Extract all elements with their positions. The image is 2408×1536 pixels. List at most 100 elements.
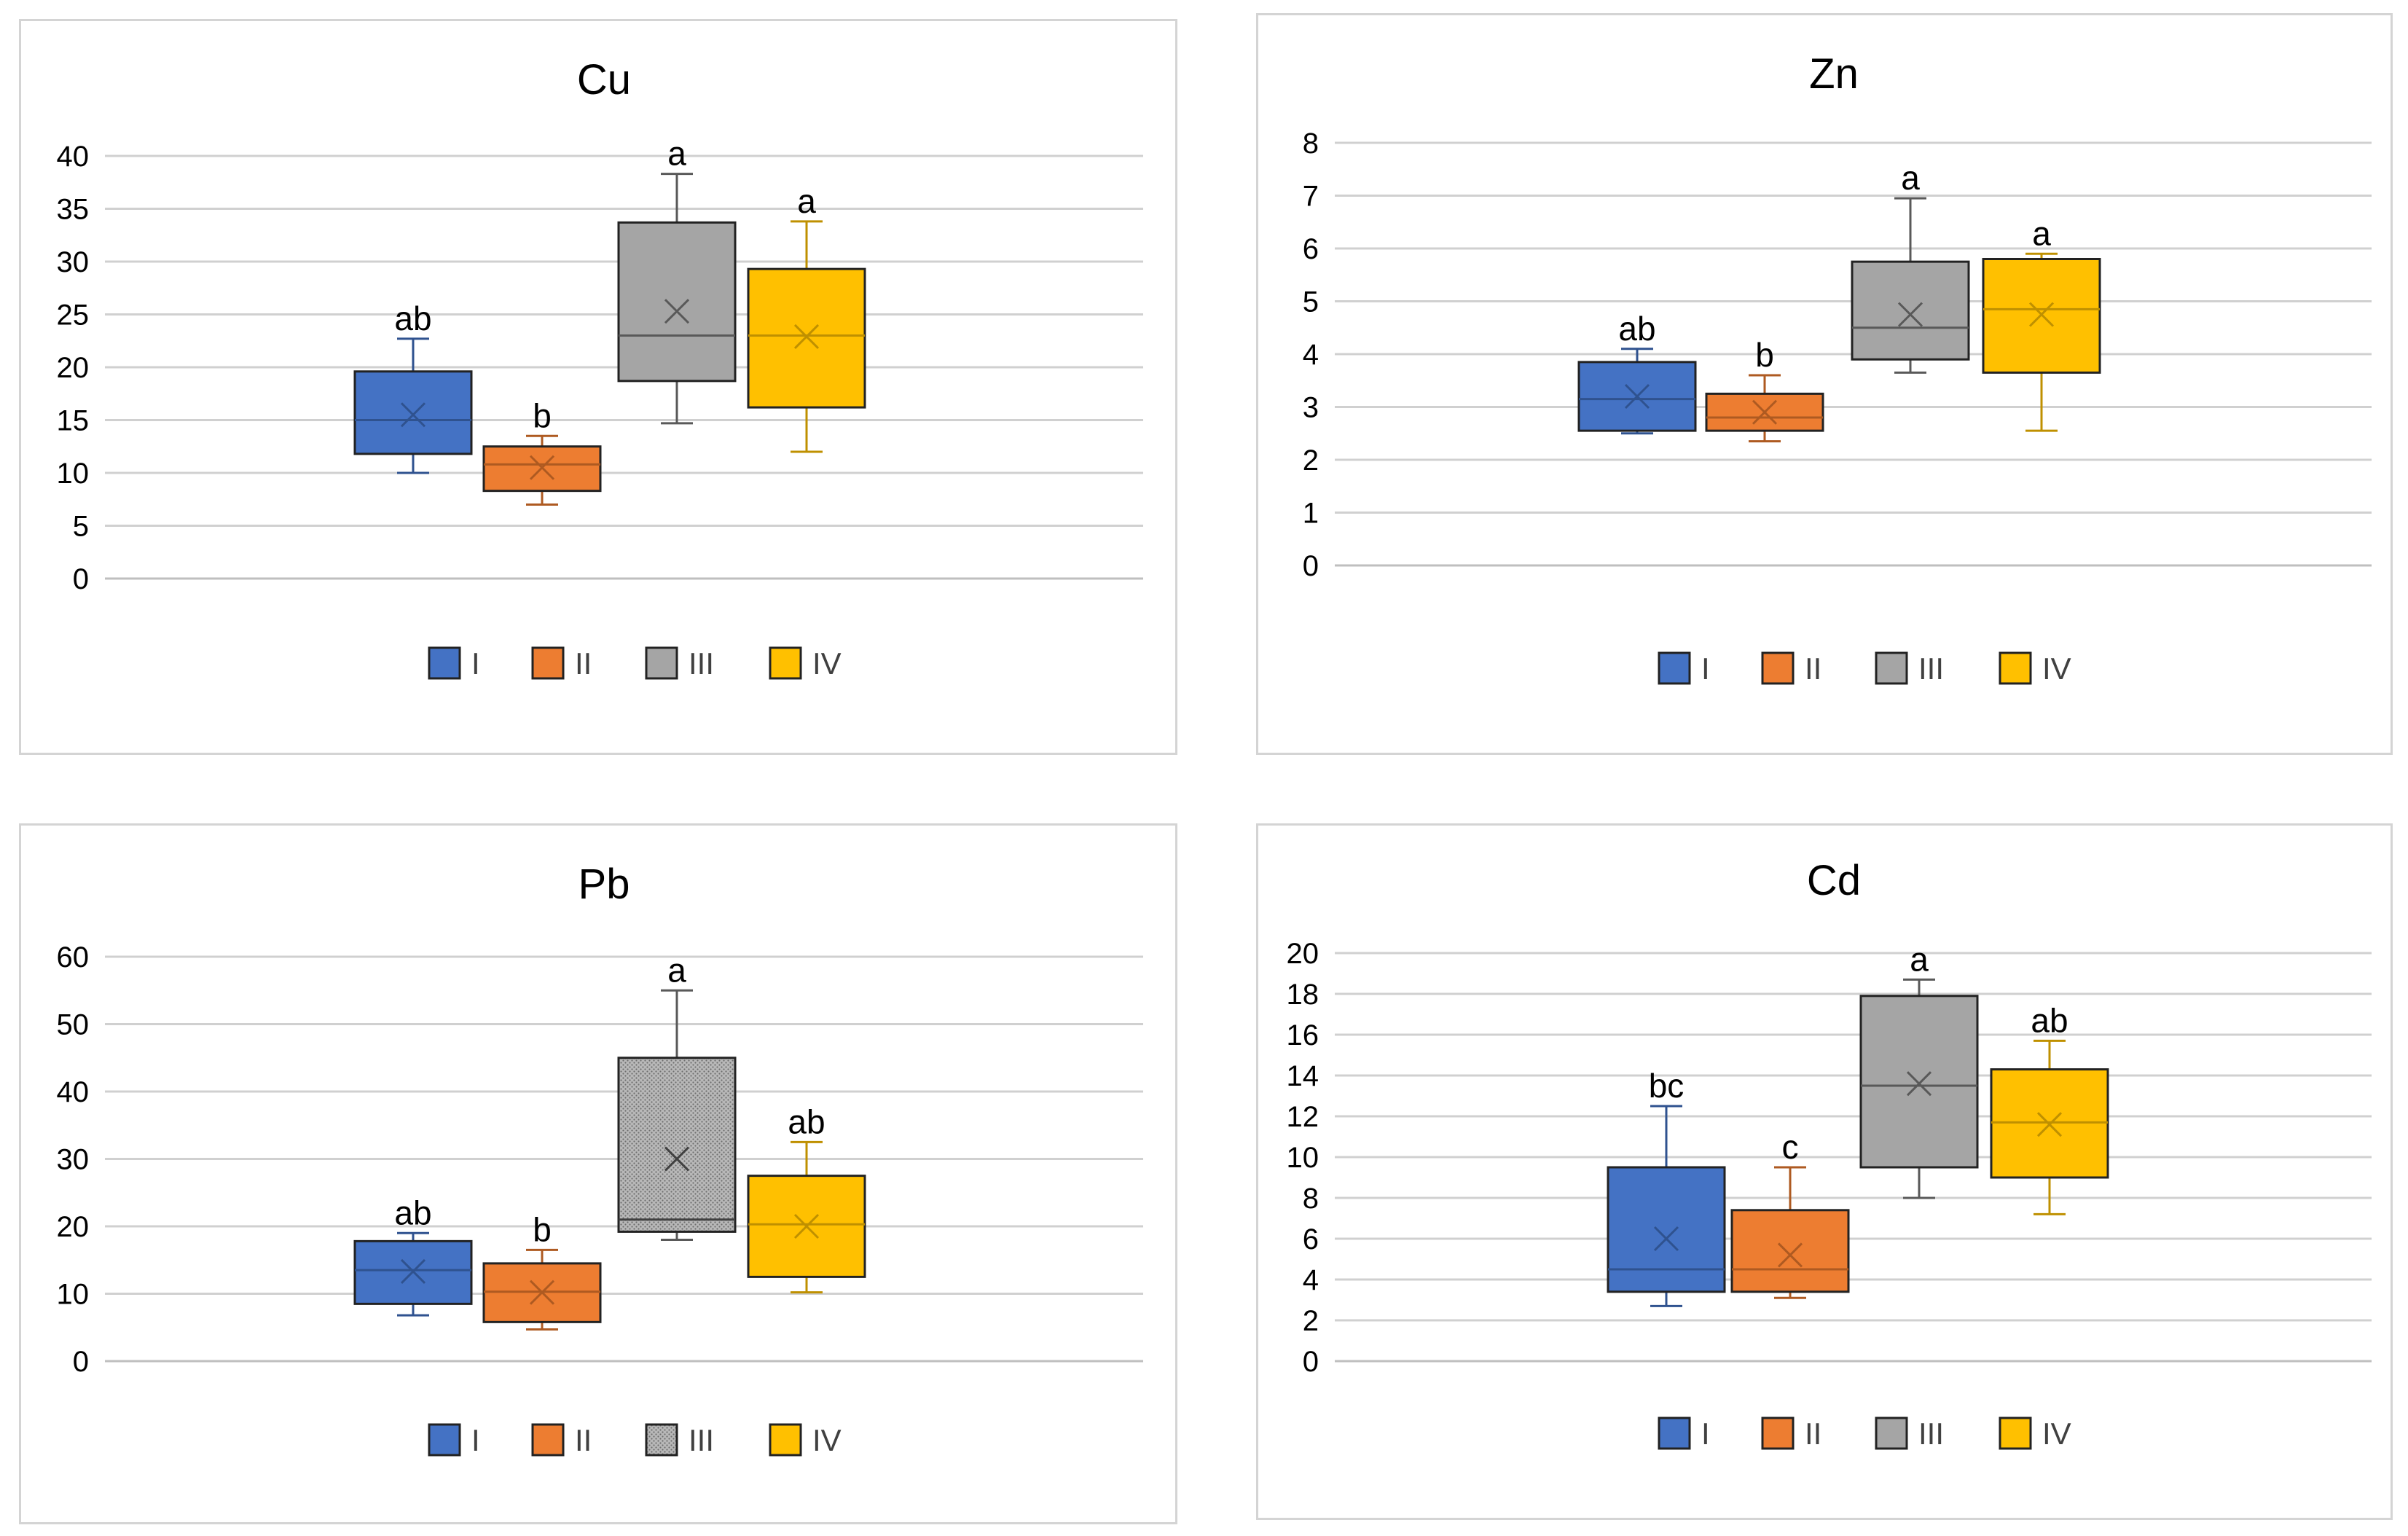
box-II: b (482, 1210, 602, 1331)
y-tick-label: 10 (57, 1279, 90, 1311)
significance-label: a (797, 182, 816, 220)
box-iqr (617, 221, 737, 383)
y-tick-label: 60 (57, 941, 90, 973)
box-IV: ab (1990, 1001, 2109, 1215)
chart-panel-cd: Cd 0 2 4 6 8 10 12 14 16 18 20 bc c a ab I II III IV (1256, 823, 2393, 1520)
legend-swatch (1999, 1417, 2032, 1450)
y-tick-label: 40 (57, 1076, 90, 1108)
box-I: bc (1607, 1067, 1726, 1307)
box-II: b (1705, 336, 1824, 443)
y-tick-label: 5 (73, 511, 89, 543)
y-tick-label: 4 (1303, 1264, 1319, 1296)
y-tick-label: 16 (1287, 1019, 1319, 1051)
legend-item-III: III (1875, 651, 1944, 686)
legend-item-III: III (1875, 1417, 1944, 1451)
legend-item-IV: IV (769, 1423, 842, 1457)
legend-label: I (471, 1423, 480, 1457)
legend-swatch (1875, 1417, 1908, 1450)
box-iqr (1851, 260, 1970, 361)
legend-label: IV (2042, 1417, 2071, 1451)
y-tick-label: 50 (57, 1009, 90, 1041)
box-IV: a (747, 182, 866, 453)
y-tick-label: 18 (1287, 979, 1319, 1011)
legend-label: II (1805, 1417, 1821, 1451)
box-IV: ab (747, 1102, 866, 1294)
legend-swatch (645, 1423, 678, 1457)
legend-label: II (575, 1423, 592, 1457)
legend-swatch (1761, 651, 1795, 685)
box-I: ab (1577, 310, 1697, 435)
legend-swatch (645, 646, 678, 680)
y-tick-label: 20 (1287, 938, 1319, 970)
y-tick-label: 0 (73, 1346, 89, 1378)
y-tick-label: 3 (1303, 392, 1319, 424)
legend-swatch (769, 1423, 802, 1457)
legend-swatch (428, 646, 461, 680)
y-tick-label: 15 (57, 405, 90, 437)
significance-label: ab (394, 1194, 431, 1231)
significance-label: a (1901, 159, 1920, 197)
legend-swatch (428, 1423, 461, 1457)
y-tick-label: 12 (1287, 1101, 1319, 1133)
significance-label: ab (788, 1102, 825, 1140)
legend-label: IV (2042, 651, 2071, 686)
legend-swatch (1761, 1417, 1795, 1450)
y-tick-label: 6 (1303, 233, 1319, 265)
legend: I II III IV (428, 1423, 842, 1457)
y-tick-label: 20 (57, 352, 90, 384)
legend: I II III IV (1658, 651, 2071, 686)
legend-swatch (769, 646, 802, 680)
mean-marker (400, 1258, 426, 1285)
significance-label: bc (1649, 1067, 1685, 1105)
significance-label: c (1782, 1128, 1799, 1166)
box-II: b (482, 396, 602, 506)
legend-swatch (1875, 651, 1908, 685)
significance-label: b (1755, 336, 1774, 374)
significance-label: a (667, 135, 686, 173)
box-iqr (747, 267, 866, 409)
significance-label: ab (394, 299, 431, 337)
legend-item-II: II (531, 1423, 592, 1457)
y-tick-label: 40 (57, 141, 90, 173)
significance-label: ab (1618, 310, 1655, 348)
mean-marker (2028, 302, 2055, 327)
mean-marker (664, 1146, 690, 1172)
significance-label: a (667, 951, 686, 989)
legend-swatch (1999, 651, 2032, 685)
chart-title: Cu (577, 56, 631, 103)
legend-item-II: II (1761, 651, 1821, 686)
legend-item-I: I (428, 646, 480, 681)
mean-marker (1653, 1226, 1679, 1252)
legend-label: IV (812, 646, 842, 681)
y-tick-label: 0 (73, 563, 89, 595)
y-tick-label: 1 (1303, 498, 1319, 530)
legend-swatch (531, 1423, 565, 1457)
box-I: ab (353, 1194, 473, 1317)
legend-item-I: I (1658, 1417, 1710, 1451)
box-I: ab (353, 299, 473, 474)
mean-marker (1752, 399, 1778, 425)
y-tick-label: 8 (1303, 1183, 1319, 1215)
mean-marker (1777, 1242, 1803, 1268)
legend-item-II: II (1761, 1417, 1821, 1451)
significance-label: a (1910, 940, 1929, 978)
chart-title: Cd (1807, 857, 1861, 904)
y-tick-label: 6 (1303, 1223, 1319, 1255)
box-iqr (353, 370, 473, 455)
y-tick-label: 0 (1303, 1346, 1319, 1378)
chart-title: Zn (1809, 50, 1859, 98)
legend-label: III (1918, 651, 1944, 686)
legend-label: I (471, 646, 480, 681)
mean-marker (1906, 1071, 1932, 1097)
legend-swatch (1658, 1417, 1691, 1450)
box-III: a (1859, 940, 1979, 1199)
legend-item-I: I (428, 1423, 480, 1457)
legend-item-III: III (645, 1423, 714, 1457)
y-tick-label: 35 (57, 194, 90, 226)
chart-panel-zn: Zn 0 1 2 3 4 5 6 7 8 ab b a a I II III IV (1256, 13, 2393, 755)
y-tick-label: 14 (1287, 1060, 1319, 1092)
box-IV: a (1982, 214, 2101, 432)
legend-label: II (1805, 651, 1821, 686)
